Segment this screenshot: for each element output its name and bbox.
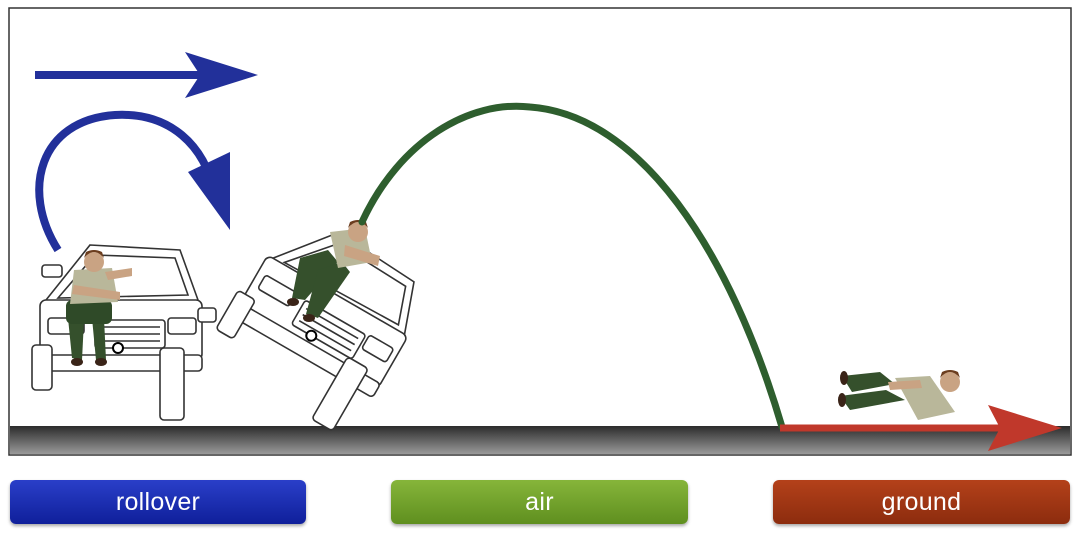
occupant-figure-2 <box>287 220 380 322</box>
rotation-arrow-head-icon <box>188 152 230 230</box>
ground-slide-arrow <box>780 405 1062 451</box>
rotation-arc-arrow <box>35 110 219 253</box>
occupant-figure-1 <box>66 250 132 366</box>
rollover-ejection-diagram <box>8 7 1072 456</box>
air-trajectory-arc <box>358 102 786 431</box>
diagram-frame <box>8 7 1072 456</box>
vehicle-tilted <box>216 231 415 431</box>
occupant-figure-3 <box>838 370 960 420</box>
forward-arrow-head-icon <box>185 52 258 98</box>
phase-label-air: air <box>391 480 688 524</box>
phase-label-ground: ground <box>773 480 1070 524</box>
phase-label-rollover: rollover <box>10 480 306 524</box>
ground-arrow-head-icon <box>988 405 1062 451</box>
rollover-motion-arrows <box>35 52 258 253</box>
